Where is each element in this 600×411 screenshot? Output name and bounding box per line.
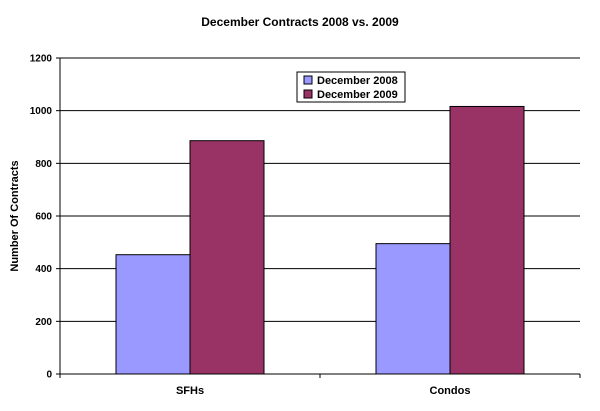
bar-sfhs-2008: [115, 254, 191, 375]
bars: [115, 105, 525, 375]
bar-condos-2009: [449, 105, 525, 375]
y-tick-label: 800: [35, 159, 52, 170]
y-tick-label: 400: [35, 264, 52, 275]
legend: December 2008 December 2009: [296, 71, 406, 103]
bar-sfhs-2009: [189, 140, 265, 375]
y-axis-label: Number Of Contracts: [9, 160, 21, 271]
legend-box: [296, 71, 406, 103]
bar-condos-2008: [375, 243, 451, 375]
legend-label: December 2009: [317, 89, 398, 101]
y-tick-label: 0: [46, 370, 52, 381]
chart-title: December Contracts 2008 vs. 2009: [201, 15, 399, 29]
x-category-label: SFHs: [176, 385, 204, 397]
y-tick-label: 1000: [30, 106, 53, 117]
y-tick-label: 1200: [30, 54, 53, 65]
legend-swatch: [303, 89, 313, 99]
y-tick-label: 200: [35, 317, 52, 328]
x-category-label: Condos: [430, 385, 471, 397]
x-categories: SFHs Condos: [59, 374, 581, 397]
legend-label: December 2008: [317, 75, 398, 87]
legend-swatch: [303, 75, 313, 85]
y-tick-label: 600: [35, 212, 52, 223]
y-ticks: 0 200 400 600 800 1000 1200: [30, 54, 60, 381]
